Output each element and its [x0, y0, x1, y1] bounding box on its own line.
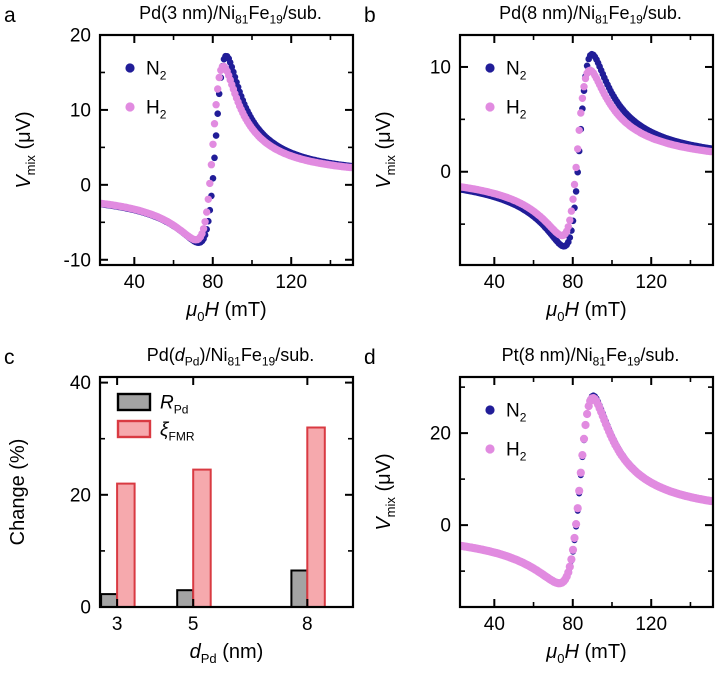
legend-marker-N2 — [125, 63, 135, 73]
legend-label-H2: H2 — [506, 98, 527, 122]
y-tick-label: 0 — [80, 175, 91, 196]
panel-b-chart: 40 80 120 0 10 b Pd(8 nm)/Ni81Fe19/sub. μ0H (mT… — [364, 3, 715, 324]
legend-marker-N2 — [485, 63, 495, 73]
legend-label-N2: N2 — [506, 401, 527, 425]
x-tick-label: 80 — [562, 614, 583, 635]
y-tick-label: 0 — [440, 516, 451, 537]
legend-label-R_Pd: RPd — [160, 393, 188, 417]
x-tick-label: 120 — [635, 272, 667, 293]
legend-label-H2: H2 — [506, 440, 527, 464]
panel-label: a — [4, 4, 16, 27]
plot-frame — [98, 33, 355, 267]
panel-a-chart: 40 80 120 -10 0 10 20 a Pd(3 nm)/Ni81Fe19/sub. μ0… — [4, 3, 355, 324]
series-H2 — [460, 394, 713, 588]
panel-a: 40 80 120 -10 0 10 20 a Pd(3 nm)/Ni81Fe19/sub. μ0… — [0, 0, 360, 342]
panel-d-chart: 40 80 120 0 20 d Pt(8 nm)/Ni81Fe19/sub. μ0H (mT… — [364, 345, 715, 666]
y-tick-label: -10 — [64, 250, 91, 271]
legend-marker-H2 — [485, 102, 495, 112]
plot-area-c — [100, 426, 326, 607]
legend-d: N2 H2 — [485, 401, 527, 464]
panel-title: Pd(dPd)/Ni81Fe19/sub. — [147, 345, 314, 369]
y-axis-label: Vmix (μV) — [373, 453, 398, 530]
bar-R_Pd-5 — [176, 589, 195, 607]
bar-R_Pd-8 — [290, 569, 309, 607]
series-N2 — [100, 52, 353, 246]
x-tick-label: 80 — [562, 272, 583, 293]
y-tick-label: 0 — [440, 162, 451, 183]
legend-swatch-R_Pd — [116, 392, 152, 412]
panel-label: d — [364, 346, 376, 369]
legend-marker-H2 — [485, 444, 495, 454]
panel-label: b — [364, 4, 376, 27]
x-tick-label: 120 — [275, 272, 307, 293]
legend-b: N2 H2 — [485, 59, 527, 122]
legend-label-xi_FMR: ξFMR — [160, 420, 195, 444]
legend-marker-N2 — [485, 405, 495, 415]
plot-area-b — [460, 50, 713, 250]
y-tick-label: 20 — [430, 424, 451, 445]
plot-area-a — [100, 52, 353, 246]
x-tick-label: 120 — [635, 614, 667, 635]
x-tick-label: 8 — [302, 614, 313, 635]
x-tick-label: 80 — [202, 272, 223, 293]
y-tick-label: 0 — [80, 598, 91, 619]
y-tick-label: 20 — [70, 26, 91, 47]
x-tick-label: 5 — [188, 614, 199, 635]
legend-marker-H2 — [125, 102, 135, 112]
series-xi_FMR — [116, 426, 326, 607]
y-tick-label: 40 — [70, 373, 91, 394]
legend-c: RPd ξFMR — [116, 392, 195, 444]
y-axis-label: Change (%) — [7, 439, 29, 546]
plot-frame — [458, 375, 715, 609]
series-H2 — [100, 62, 353, 244]
y-axis-label: Vmix (μV) — [13, 111, 38, 188]
bar-xi_FMR-3 — [116, 482, 136, 607]
x-axis-label: μ0H (mT) — [545, 641, 626, 666]
panel-title: Pd(8 nm)/Ni81Fe19/sub. — [499, 3, 682, 27]
plot-frame — [98, 375, 355, 609]
legend-a: N2 H2 — [125, 59, 167, 122]
y-tick-label: 10 — [430, 57, 451, 78]
panel-label: c — [4, 346, 15, 369]
bar-R_Pd-3 — [100, 593, 119, 607]
plot-area-d — [460, 392, 713, 588]
x-tick-label: 40 — [484, 272, 505, 293]
series-H2 — [460, 66, 713, 240]
x-tick-label: 3 — [112, 614, 123, 635]
plot-frame — [458, 33, 715, 267]
legend-label-H2: H2 — [146, 98, 167, 122]
panel-b: 40 80 120 0 10 b Pd(8 nm)/Ni81Fe19/sub. μ0H (mT… — [360, 0, 720, 342]
y-axis-label: Vmix (μV) — [373, 111, 398, 188]
axes-b — [458, 33, 715, 267]
panel-c-chart: 3 5 8 0 20 40 c Pd(dPd)/Ni81Fe19/sub. dPd (nm) Ch… — [4, 345, 355, 666]
x-axis-label: dPd (nm) — [190, 641, 264, 666]
tick-labels-d: 40 80 120 0 20 — [430, 424, 667, 635]
axes-c — [98, 375, 355, 609]
legend-label-N2: N2 — [506, 59, 527, 83]
series-N2 — [460, 50, 713, 250]
axes-d — [458, 375, 715, 609]
x-tick-label: 40 — [484, 614, 505, 635]
x-tick-label: 40 — [124, 272, 145, 293]
bar-xi_FMR-8 — [306, 426, 326, 607]
y-tick-label: 20 — [70, 485, 91, 506]
x-axis-label: μ0H (mT) — [185, 299, 266, 324]
y-tick-label: 10 — [70, 100, 91, 121]
tick-labels-c: 3 5 8 0 20 40 — [70, 373, 313, 635]
tick-labels-a: 40 80 120 -10 0 10 20 — [64, 26, 308, 294]
tick-labels-b: 40 80 120 0 10 — [430, 57, 667, 293]
panel-c: 3 5 8 0 20 40 c Pd(dPd)/Ni81Fe19/sub. dPd (nm) Ch… — [0, 342, 360, 684]
bar-xi_FMR-5 — [192, 468, 212, 607]
panel-d: 40 80 120 0 20 d Pt(8 nm)/Ni81Fe19/sub. μ0H (mT… — [360, 342, 720, 684]
panel-title: Pd(3 nm)/Ni81Fe19/sub. — [139, 3, 322, 27]
legend-label-N2: N2 — [146, 59, 167, 83]
legend-swatch-xi_FMR — [116, 419, 152, 439]
panel-title: Pt(8 nm)/Ni81Fe19/sub. — [502, 345, 680, 369]
x-axis-label: μ0H (mT) — [545, 299, 626, 324]
axes-a — [98, 33, 355, 267]
